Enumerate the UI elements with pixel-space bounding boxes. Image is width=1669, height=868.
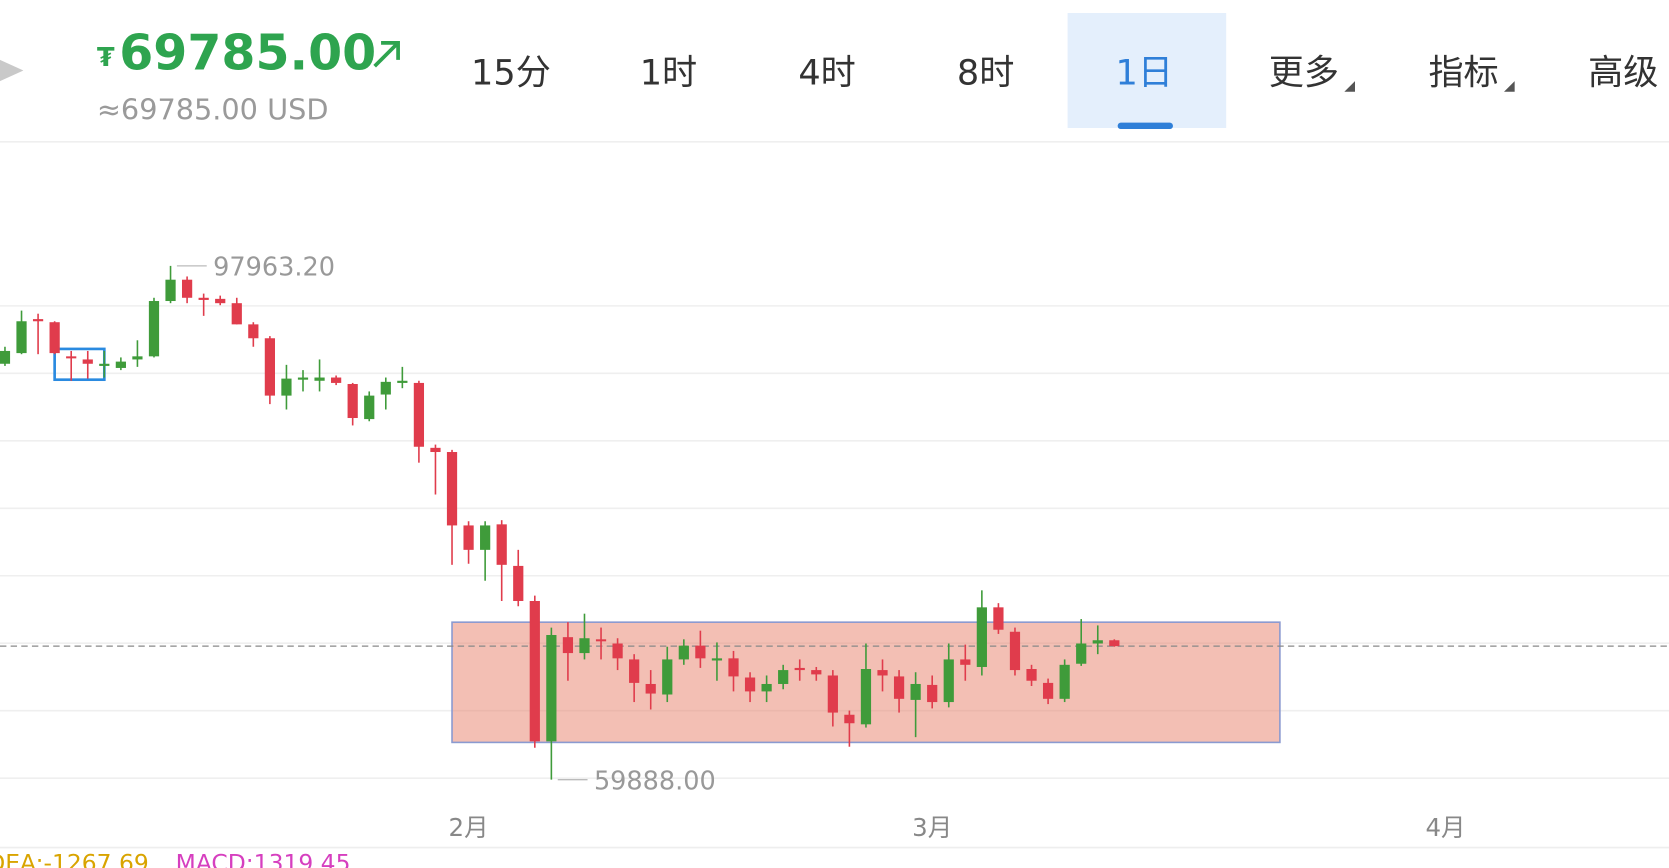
candle-body xyxy=(1009,631,1021,671)
candle-body xyxy=(480,525,491,550)
candle-body xyxy=(430,447,441,453)
candle-body xyxy=(579,638,590,654)
candle-body xyxy=(1042,682,1054,699)
candle-body xyxy=(248,324,259,339)
candle-body xyxy=(1092,640,1103,644)
usd-price: ≈69785.00 USD xyxy=(97,92,329,126)
candle-body xyxy=(645,683,656,694)
x-tick-label: 4月 xyxy=(1425,813,1465,842)
candle-body xyxy=(629,659,640,683)
candle-body xyxy=(380,381,391,395)
candle-body xyxy=(513,565,524,601)
candle-body xyxy=(960,659,971,665)
dropdown-caret xyxy=(1344,81,1355,92)
header-background xyxy=(0,0,1669,142)
active-tab-indicator xyxy=(1117,122,1173,130)
x-tick-label: 3月 xyxy=(912,813,952,842)
timeframe-tab[interactable]: 高级 xyxy=(1588,52,1658,93)
candle-body xyxy=(976,607,987,667)
candle-body xyxy=(778,670,789,684)
candle-body xyxy=(678,645,689,660)
candle-body xyxy=(860,669,872,725)
play-icon[interactable] xyxy=(0,59,24,82)
candle-body xyxy=(893,676,905,699)
candle-body xyxy=(82,359,93,364)
dea-label: DEA:-1267.69 xyxy=(0,849,149,868)
candle-body xyxy=(993,607,1004,630)
candle-body xyxy=(695,645,706,659)
candle-body xyxy=(32,319,44,322)
candle-body xyxy=(364,395,375,420)
candle-body xyxy=(231,303,242,325)
candle-body xyxy=(827,675,838,713)
timeframe-tab[interactable]: 1时 xyxy=(640,52,697,93)
candle-body xyxy=(761,683,772,692)
price: 69785.00 xyxy=(119,24,376,81)
candle-body xyxy=(281,378,292,396)
candle-body xyxy=(331,377,342,383)
candle-body xyxy=(794,667,805,671)
trend-arrow xyxy=(373,40,400,68)
candle-body xyxy=(910,683,921,700)
annotation-label: 97963.20 xyxy=(213,252,335,282)
candle-body xyxy=(1076,643,1087,664)
active-tab-background xyxy=(1067,13,1227,128)
candle-body xyxy=(115,361,126,368)
candle-body xyxy=(1059,664,1070,699)
candle-body xyxy=(446,452,458,526)
candle-body xyxy=(314,377,325,381)
candle-body xyxy=(744,677,756,692)
candle-body xyxy=(562,637,574,654)
candle-body xyxy=(711,658,723,661)
candle-body xyxy=(99,363,110,366)
annotation-label: 59888.00 xyxy=(594,766,716,796)
currency-symbol: ₮ xyxy=(97,43,115,73)
candle-body xyxy=(66,356,77,359)
timeframe-tab[interactable]: 4时 xyxy=(798,52,855,93)
candle-body xyxy=(877,670,888,676)
candle-body xyxy=(529,600,540,742)
candle-body xyxy=(264,338,275,396)
candle-body xyxy=(595,639,607,642)
candle-body xyxy=(165,279,176,302)
candle-body xyxy=(397,380,408,383)
header: ₮ 69785.00 ≈69785.00 USD 15分 1时 4时 8时 1日 更多 指标… xyxy=(0,0,1669,143)
candle-body xyxy=(0,350,11,364)
candle-body xyxy=(1026,669,1037,681)
candle-body xyxy=(16,321,27,354)
candle-body xyxy=(181,279,193,298)
candle-body xyxy=(297,377,309,380)
candle-body xyxy=(496,524,507,565)
candle-body xyxy=(728,658,739,677)
candle-body xyxy=(148,301,160,357)
candle-body xyxy=(844,714,855,724)
candle-body xyxy=(811,670,822,675)
candle-body xyxy=(662,659,673,695)
candle-body xyxy=(413,382,425,447)
candle-body xyxy=(546,634,557,742)
x-tick-label: 2月 xyxy=(449,813,489,842)
macd-label: MACD:1319.45 xyxy=(176,849,351,868)
timeframe-tab[interactable]: 更多 xyxy=(1269,52,1339,93)
candle-body xyxy=(132,356,143,360)
timeframe-tab[interactable]: 15分 xyxy=(471,52,551,93)
timeframe-tab[interactable]: 8时 xyxy=(957,52,1014,93)
timeframe-tab[interactable]: 指标 xyxy=(1428,52,1498,93)
candle-body xyxy=(463,525,474,550)
candle-body xyxy=(49,322,60,354)
timeframe-tab[interactable]: 1日 xyxy=(1116,52,1173,93)
candle-body xyxy=(1109,640,1120,647)
marker-box xyxy=(53,347,106,382)
candle-body xyxy=(215,298,226,304)
dropdown-caret xyxy=(1504,81,1515,92)
candle-body xyxy=(612,643,623,659)
candle-body xyxy=(347,384,358,419)
candle-body xyxy=(943,659,954,703)
candle-body xyxy=(198,297,209,300)
candle-body xyxy=(927,684,938,703)
